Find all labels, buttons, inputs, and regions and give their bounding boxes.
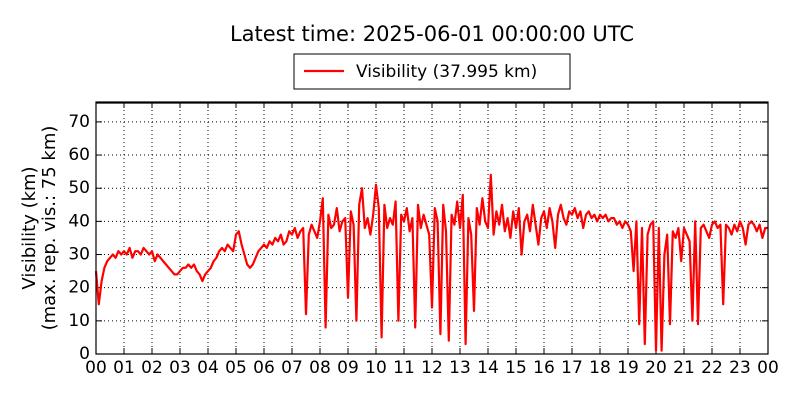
data-line <box>94 173 768 352</box>
x-tick-label: 12 <box>421 358 443 378</box>
legend-label: Visibility (37.995 km) <box>356 62 537 82</box>
x-tick-label: 13 <box>449 358 471 378</box>
x-tick-label: 10 <box>365 358 387 378</box>
y-tick-label: 60 <box>68 145 90 165</box>
y-tick-label: 50 <box>68 178 90 198</box>
x-tick-label: 17 <box>561 358 583 378</box>
chart-title: Latest time: 2025-06-01 00:00:00 UTC <box>230 22 634 46</box>
x-tick-label: 02 <box>141 358 163 378</box>
x-tick-label: 06 <box>253 358 275 378</box>
x-tick-label: 18 <box>589 358 611 378</box>
x-tick-label: 14 <box>477 358 499 378</box>
y-tick-label: 30 <box>68 245 90 265</box>
y-axis-label: Visibility (km) <box>19 166 40 289</box>
x-tick-label: 05 <box>225 358 247 378</box>
x-tick-label: 04 <box>197 358 219 378</box>
x-tick-label: 07 <box>281 358 303 378</box>
x-tick-label: 11 <box>393 358 415 378</box>
plot-frame <box>95 101 769 355</box>
y-axis-label: (max. rep. vis.: 75 km) <box>39 126 60 331</box>
x-tick-label: 08 <box>309 358 331 378</box>
y-tick-label: 40 <box>68 211 90 231</box>
x-tick-label: 21 <box>673 358 695 378</box>
x-tick-label: 03 <box>169 358 191 378</box>
x-tick-label: 20 <box>645 358 667 378</box>
y-tick-label: 70 <box>68 112 90 132</box>
x-tick-label: 09 <box>337 358 359 378</box>
x-tick-label: 23 <box>729 358 751 378</box>
y-tick-label: 20 <box>68 278 90 298</box>
x-tick-label: 16 <box>533 358 555 378</box>
x-tick-label: 00 <box>85 358 107 378</box>
y-tick-label: 10 <box>68 311 90 331</box>
x-tick-label: 01 <box>113 358 135 378</box>
x-tick-label: 15 <box>505 358 527 378</box>
y-tick-label: 0 <box>79 344 90 364</box>
x-tick-label: 00 <box>757 358 779 378</box>
x-tick-label: 22 <box>701 358 723 378</box>
x-tick-label: 19 <box>617 358 639 378</box>
